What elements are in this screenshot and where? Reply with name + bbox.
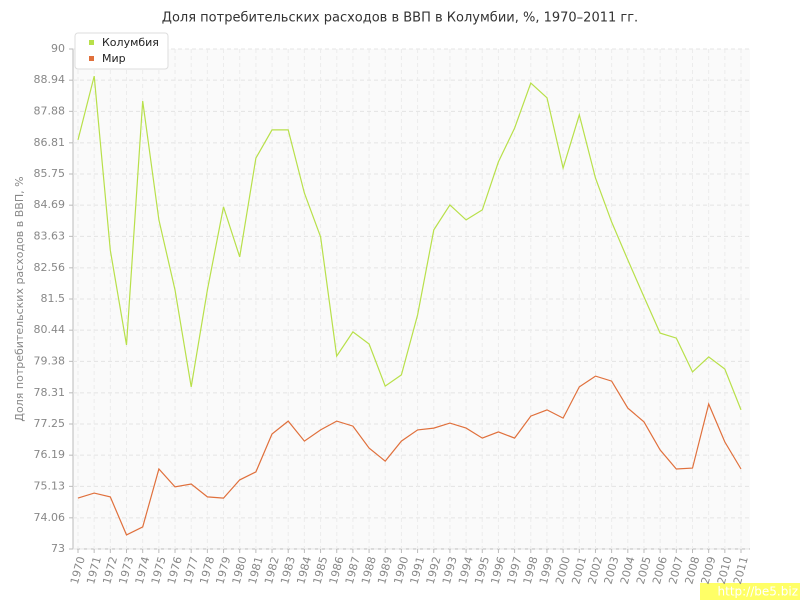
legend-box bbox=[74, 32, 169, 70]
watermark-bg bbox=[700, 583, 800, 600]
legend-swatch bbox=[89, 56, 94, 61]
legend-label: Мир bbox=[102, 52, 126, 65]
y-tick-label: 73 bbox=[51, 542, 65, 555]
lines bbox=[77, 75, 742, 536]
grid bbox=[73, 48, 750, 550]
watermark: http://be5.biz bbox=[718, 585, 798, 599]
y-tick-label: 74.06 bbox=[34, 511, 66, 524]
y-axis-label: Доля потребительских расходов в ВВП, % bbox=[13, 176, 26, 421]
y-tick-label: 85.75 bbox=[34, 167, 66, 180]
y-tick-label: 83.63 bbox=[34, 229, 66, 242]
y-tick-label: 76.19 bbox=[34, 448, 66, 461]
chart-title: Доля потребительских расходов в ВВП в Ко… bbox=[162, 11, 638, 26]
y-tick-label: 88.94 bbox=[34, 73, 66, 86]
legend-label: Колумбия bbox=[102, 36, 159, 49]
y-tick-label: 78.31 bbox=[34, 386, 66, 399]
y-tick-label: 84.69 bbox=[34, 198, 66, 211]
y-tick-label: 90 bbox=[51, 42, 65, 55]
y-tick-label: 75.13 bbox=[34, 479, 66, 492]
legend-swatch bbox=[89, 40, 94, 45]
y-tick-label: 79.38 bbox=[34, 354, 66, 367]
y-tick-label: 81.5 bbox=[41, 292, 66, 305]
y-tick-label: 86.81 bbox=[34, 136, 66, 149]
series-line bbox=[77, 75, 742, 411]
y-tick-label: 82.56 bbox=[34, 261, 66, 274]
y-tick-label: 77.25 bbox=[34, 417, 66, 430]
series-line bbox=[77, 375, 742, 536]
y-tick-label: 80.44 bbox=[34, 323, 66, 336]
y-tick-label: 87.88 bbox=[34, 104, 66, 117]
